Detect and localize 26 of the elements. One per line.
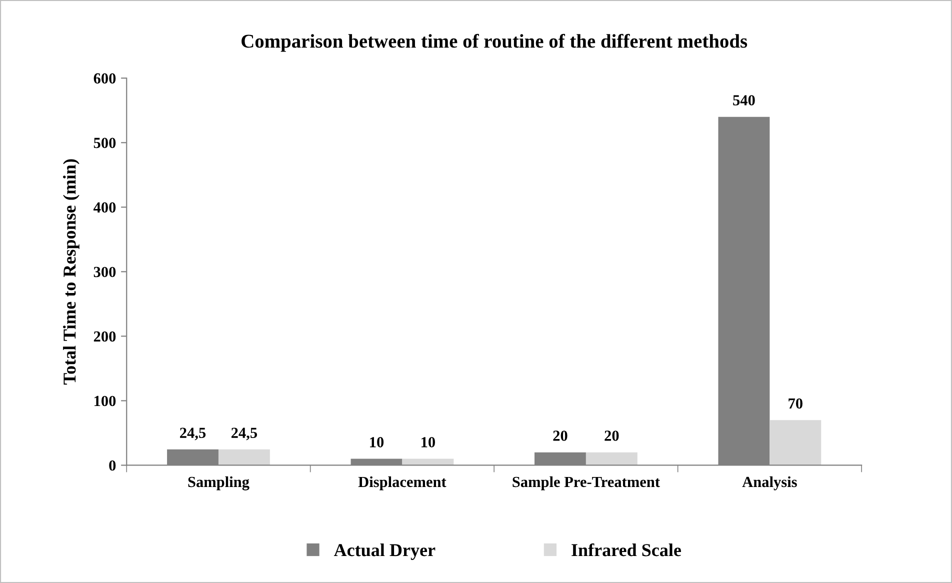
- legend-label: Actual Dryer: [334, 544, 436, 560]
- data-label: 10: [370, 437, 384, 448]
- x-tick-label: Displacement: [358, 476, 446, 490]
- bar: [770, 420, 822, 466]
- data-label: 24,5: [180, 428, 206, 440]
- bar: [586, 452, 638, 466]
- x-tick-label: Sampling: [188, 476, 250, 490]
- y-tick-label: 0: [109, 460, 116, 471]
- x-tick-label: Sample Pre-Treatment: [512, 476, 660, 490]
- data-label: 20: [604, 430, 619, 441]
- data-label: 70: [788, 398, 802, 409]
- data-label: 540: [733, 95, 755, 106]
- y-tick-label: 500: [94, 138, 116, 148]
- y-tick-label: 300: [94, 266, 116, 278]
- bar: [218, 449, 270, 466]
- y-tick-label: 100: [94, 396, 116, 406]
- legend-label: Infrared Scale: [572, 543, 682, 556]
- y-tick-label: 400: [93, 202, 116, 213]
- y-tick-label: 200: [94, 331, 116, 342]
- data-label: 10: [422, 437, 435, 448]
- y-tick-label: 600: [94, 73, 116, 84]
- chart-title: Comparison between time of routine of the different methods: [242, 34, 748, 52]
- y-axis-title: Total Time to Response (min): [63, 159, 80, 385]
- x-tick-label: Analysis: [742, 476, 797, 490]
- data-label: 20: [553, 430, 568, 441]
- data-label: 24,5: [231, 428, 258, 440]
